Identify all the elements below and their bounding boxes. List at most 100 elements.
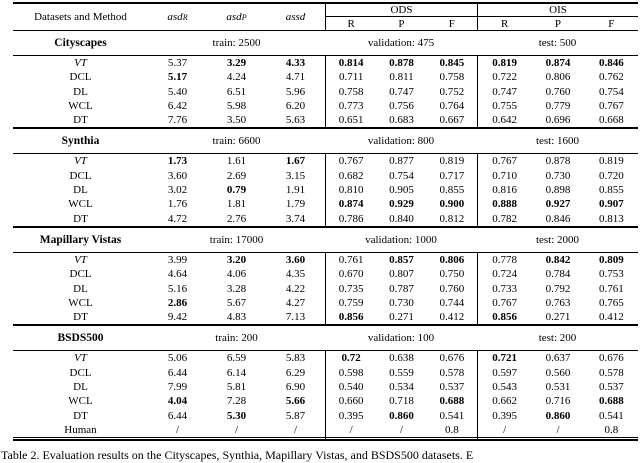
value-cell: 0.877 — [389, 155, 414, 168]
value-cell: / — [234, 423, 239, 436]
ois-values: 0.722 0.806 0.762 — [477, 70, 638, 85]
ods-values: 0.735 0.787 0.760 — [325, 281, 477, 296]
value-cell: 0.819 — [492, 57, 518, 69]
ods-values: 0.711 0.811 0.758 — [325, 70, 477, 85]
value-cell: 0.856 — [338, 311, 364, 324]
header-group-ods: ODS R P F — [325, 4, 477, 30]
table-row-dt: DT 6.44 5.30 5.87 0.395 0.860 0.541 0.395 0.860 0… — [13, 408, 638, 423]
value-cell: 0.907 — [598, 198, 624, 211]
value-cell: 6.14 — [226, 366, 247, 379]
value-cell: 0.412 — [598, 311, 624, 324]
ods-values: 0.767 0.877 0.819 — [325, 154, 477, 169]
method-name: DL — [73, 85, 88, 98]
value-cell: 0.8 — [604, 423, 619, 436]
value-cell: 0.651 — [338, 114, 364, 127]
method-name: WCL — [68, 296, 93, 309]
value-cell: 6.29 — [285, 366, 306, 379]
value-cell: 5.17 — [167, 71, 188, 84]
value-cell: 4.24 — [226, 71, 247, 84]
method-name: DT — [73, 114, 88, 127]
value-cell: 0.758 — [338, 85, 364, 98]
metric-asd-r-base: asd — [167, 11, 183, 23]
ois-values: 0.543 0.531 0.537 — [477, 380, 638, 395]
value-cell: 0.811 — [389, 71, 414, 84]
ois-values: 0.395 0.860 0.541 — [477, 408, 638, 423]
value-cell: 0.717 — [439, 169, 465, 182]
value-cell: 0.792 — [545, 282, 571, 295]
value-cell: 0.878 — [389, 57, 414, 69]
value-cell: 0.855 — [598, 184, 624, 197]
value-cell: 0.840 — [389, 212, 414, 225]
value-cell: 5.16 — [167, 282, 188, 295]
value-cell: 0.778 — [492, 253, 518, 266]
value-cell: 0.764 — [439, 99, 465, 112]
value-cell: 0.767 — [338, 155, 364, 168]
value-cell: 5.87 — [285, 409, 306, 422]
method-name: WCL — [68, 198, 93, 211]
value-cell: 5.06 — [167, 352, 188, 365]
ois-values: 0.767 0.763 0.765 — [477, 295, 638, 311]
section-header-row: Mapillary Vistas train: 17000 validation: … — [13, 228, 638, 253]
value-cell: 0.637 — [545, 352, 571, 365]
method-name: DCL — [69, 268, 92, 281]
value-cell: 3.28 — [226, 282, 247, 295]
ois-values: 0.755 0.779 0.767 — [477, 98, 638, 114]
value-cell: 3.74 — [285, 212, 306, 225]
header-ois-p: P — [554, 17, 562, 30]
header-col-datasets-method: Datasets and Method — [34, 11, 127, 23]
ods-values: 0.758 0.747 0.752 — [325, 84, 477, 99]
ods-values: 0.761 0.857 0.806 — [325, 252, 477, 268]
value-cell: 6.20 — [285, 99, 306, 112]
value-cell: / — [556, 423, 560, 436]
method-name: DT — [73, 311, 88, 324]
ods-values: 0.786 0.840 0.812 — [325, 211, 477, 226]
ois-values: 0.597 0.560 0.578 — [477, 365, 638, 381]
method-name: VT — [74, 253, 87, 266]
value-cell: 0.898 — [545, 184, 571, 197]
metric-assd-base: assd — [285, 11, 306, 23]
value-cell: 0.816 — [492, 184, 518, 197]
table-header: Datasets and Method asd R asd P assd ODS R… — [13, 4, 638, 31]
value-cell: 0.767 — [492, 296, 518, 309]
value-cell: 0.72 — [341, 352, 361, 365]
method-name: DL — [73, 282, 88, 295]
value-cell: 0.747 — [492, 85, 518, 98]
test-count: test: 2000 — [535, 233, 580, 246]
header-ois-subcols: R P F — [478, 17, 638, 30]
value-cell: 0.765 — [598, 296, 624, 309]
section-mapillary-vistas: Mapillary Vistas train: 17000 validation: … — [13, 225, 638, 325]
table-row-dt: DT 4.72 2.76 3.74 0.786 0.840 0.812 0.782 0.846 0… — [13, 211, 638, 226]
table-row-vt: VT 3.99 3.20 3.60 0.761 0.857 0.806 0.778 0.842 0… — [13, 252, 638, 268]
value-cell: 4.35 — [285, 268, 306, 281]
value-cell: 4.83 — [226, 311, 247, 324]
value-cell: 9.42 — [167, 311, 188, 324]
ods-values: 0.72 0.638 0.676 — [325, 351, 477, 366]
ois-values: 0.767 0.878 0.819 — [477, 154, 638, 169]
value-cell: 0.814 — [338, 57, 364, 69]
value-cell: 0.755 — [492, 99, 518, 112]
table-row-dl: DL 7.99 5.81 6.90 0.540 0.534 0.537 0.543 0.531 0… — [13, 380, 638, 395]
value-cell: 3.02 — [167, 184, 188, 197]
value-cell: 0.846 — [598, 57, 624, 69]
table-row-vt: VT 5.06 6.59 5.83 0.72 0.638 0.676 0.721 0.637 0.… — [13, 351, 638, 366]
value-cell: 4.33 — [285, 57, 306, 69]
value-cell: 0.819 — [598, 155, 624, 168]
value-cell: 0.688 — [598, 395, 624, 408]
value-cell: 1.79 — [285, 198, 306, 211]
value-cell: 0.721 — [492, 352, 518, 365]
ods-values: 0.814 0.878 0.845 — [325, 56, 477, 71]
ods-values: 0.540 0.534 0.537 — [325, 380, 477, 395]
value-cell: 5.83 — [285, 352, 306, 365]
value-cell: 0.762 — [598, 71, 624, 84]
value-cell: 0.733 — [492, 282, 518, 295]
value-cell: 2.69 — [226, 169, 247, 182]
value-cell: 0.857 — [389, 253, 414, 266]
ods-values: 0.670 0.807 0.750 — [325, 267, 477, 282]
value-cell: 0.696 — [545, 114, 571, 127]
value-cell: / — [399, 423, 404, 436]
section-header-row: BSDS500 train: 200 validation: 100 test: 20… — [13, 326, 638, 352]
value-cell: 3.50 — [226, 114, 247, 127]
value-cell: 0.540 — [338, 381, 364, 394]
method-name: WCL — [68, 99, 93, 112]
value-cell: 0.782 — [492, 212, 518, 225]
